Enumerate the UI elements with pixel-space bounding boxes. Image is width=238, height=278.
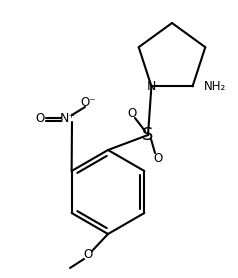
Text: S: S [142,126,154,144]
Text: N: N [147,80,156,93]
Text: O: O [153,152,163,165]
Text: O: O [83,249,93,262]
Text: O: O [35,111,45,125]
Text: N⁺: N⁺ [60,111,76,125]
Text: O: O [127,106,137,120]
Text: O⁻: O⁻ [80,96,96,108]
Text: NH₂: NH₂ [203,80,226,93]
